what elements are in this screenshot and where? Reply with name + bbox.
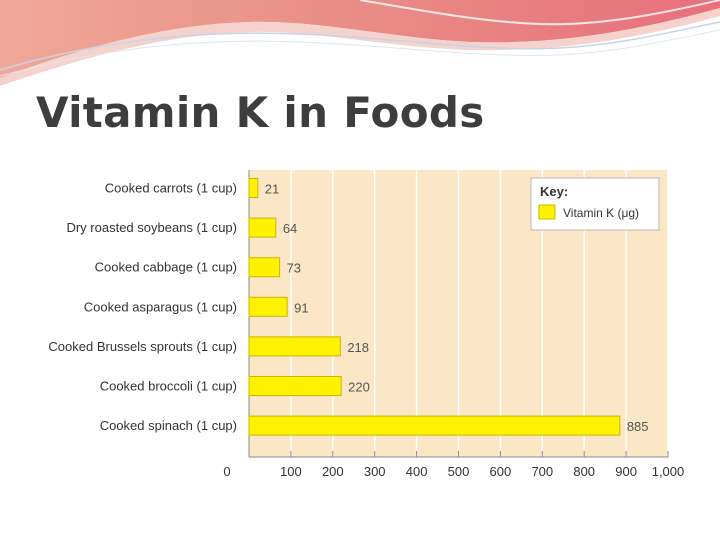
category-labels: Cooked carrots (1 cup) Dry roasted soybea…	[48, 181, 237, 434]
value-label: 885	[627, 419, 649, 434]
value-label: 21	[265, 182, 279, 197]
category-label: Cooked spinach (1 cup)	[100, 418, 237, 433]
decorative-banner	[0, 0, 720, 86]
x-tick-label: 800	[573, 464, 595, 479]
x-tick-label: 500	[448, 464, 470, 479]
value-label: 91	[294, 300, 308, 315]
bar	[248, 376, 342, 396]
legend-label: Vitamin K (μg)	[563, 206, 639, 220]
x-tick-label: 200	[322, 464, 344, 479]
legend: Key: Vitamin K (μg)	[530, 177, 660, 231]
category-label: Cooked Brussels sprouts (1 cup)	[48, 339, 237, 354]
x-tick-label: 300	[364, 464, 386, 479]
x-tick-label: 400	[406, 464, 428, 479]
bar	[248, 415, 621, 436]
category-label: Cooked carrots (1 cup)	[105, 181, 237, 196]
value-label: 64	[283, 221, 297, 236]
x-tick-label: 900	[615, 464, 637, 479]
bars	[248, 178, 621, 436]
x-tick-label: 600	[490, 464, 512, 479]
bar	[248, 257, 281, 278]
bar	[248, 296, 288, 317]
slide-title: Vitamin K in Foods	[36, 88, 485, 137]
bar	[248, 217, 277, 238]
bar	[248, 178, 259, 198]
x-tick-label: 700	[531, 464, 553, 479]
value-label: 220	[348, 380, 370, 395]
legend-title: Key:	[540, 184, 568, 199]
legend-swatch	[538, 204, 556, 220]
category-label: Cooked cabbage (1 cup)	[95, 260, 237, 275]
x-tick-labels: 0 100 200 300 400 500 600 700 800 900 1,000	[223, 464, 684, 479]
value-label: 218	[347, 340, 369, 355]
bar	[248, 336, 341, 357]
category-label: Cooked asparagus (1 cup)	[84, 299, 237, 314]
x-tick-label: 1,000	[652, 464, 685, 479]
category-label: Cooked broccoli (1 cup)	[100, 379, 237, 394]
value-labels: 21 64 73 91 218 220 885	[265, 182, 649, 435]
x-tick-label: 100	[280, 464, 302, 479]
x-tick-label: 0	[223, 464, 230, 479]
legend-box	[530, 177, 660, 231]
value-label: 73	[287, 261, 301, 276]
category-label: Dry roasted soybeans (1 cup)	[66, 220, 237, 235]
